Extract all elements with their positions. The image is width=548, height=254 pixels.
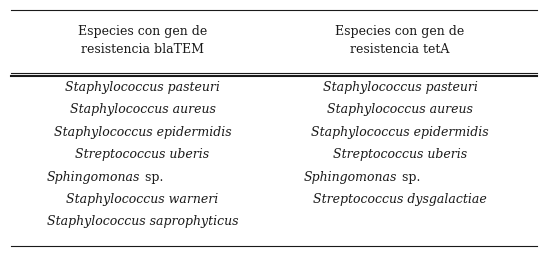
Text: sp.: sp. <box>141 170 163 184</box>
Text: sp.: sp. <box>398 170 421 184</box>
Text: Staphylococcus epidermidis: Staphylococcus epidermidis <box>311 126 489 139</box>
Text: Sphingomonas: Sphingomonas <box>304 170 397 184</box>
Text: Streptococcus uberis: Streptococcus uberis <box>333 148 467 161</box>
Text: Especies con gen de
resistencia blaTEM: Especies con gen de resistencia blaTEM <box>78 25 207 56</box>
Text: Staphylococcus warneri: Staphylococcus warneri <box>66 193 219 206</box>
Text: Sphingomonas sp.: Sphingomonas sp. <box>84 170 201 184</box>
Text: Streptococcus uberis: Streptococcus uberis <box>76 148 209 161</box>
Text: Staphylococcus aureus: Staphylococcus aureus <box>327 103 473 117</box>
Text: Staphylococcus epidermidis: Staphylococcus epidermidis <box>54 126 231 139</box>
Text: Especies con gen de
resistencia tetA: Especies con gen de resistencia tetA <box>335 25 465 56</box>
Text: Staphylococcus saprophyticus: Staphylococcus saprophyticus <box>47 215 238 228</box>
Text: Staphylococcus pasteuri: Staphylococcus pasteuri <box>65 81 220 94</box>
Text: Staphylococcus pasteuri: Staphylococcus pasteuri <box>323 81 477 94</box>
Text: Sphingomonas: Sphingomonas <box>47 170 140 184</box>
Text: Streptococcus dysgalactiae: Streptococcus dysgalactiae <box>313 193 487 206</box>
Text: Staphylococcus aureus: Staphylococcus aureus <box>70 103 215 117</box>
